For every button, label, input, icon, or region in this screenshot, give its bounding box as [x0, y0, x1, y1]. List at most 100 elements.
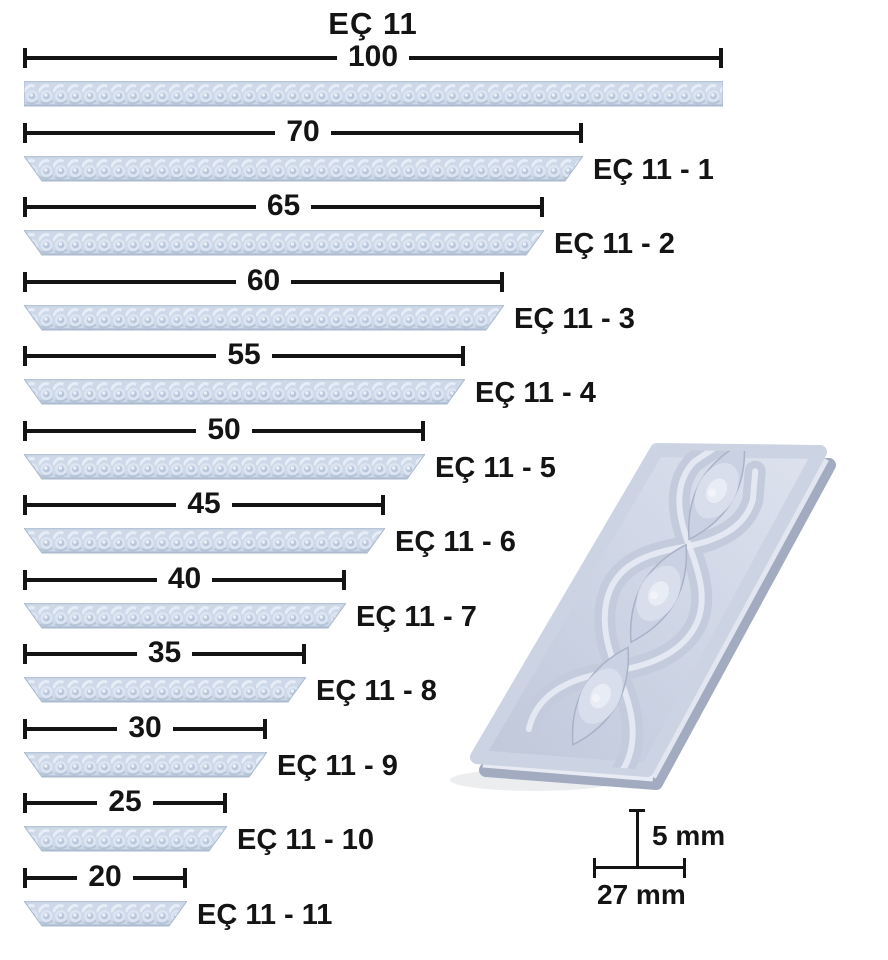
dimension-line-segment — [27, 205, 256, 209]
eye-motif — [687, 450, 746, 541]
dimension-tick-right — [421, 421, 425, 441]
dimension-tick-left — [23, 868, 27, 888]
dimension-tick-left — [23, 272, 27, 292]
dimension-tick-left — [23, 197, 27, 217]
molding-strip — [24, 677, 306, 703]
dimension-line-segment — [172, 727, 263, 731]
dimension-value: 35 — [147, 636, 182, 669]
product-code-label: EÇ 11 - 3 — [514, 303, 635, 335]
dimension-line-segment — [27, 801, 98, 805]
dimension-line: 50 — [23, 413, 425, 446]
dimension-tick-right — [263, 719, 267, 739]
dimension-tick-left — [23, 644, 27, 664]
dimension-value: 30 — [128, 711, 162, 744]
dimension-line-segment — [212, 578, 342, 582]
dimension-line-segment — [27, 56, 337, 60]
dimension-line: 100 — [23, 40, 723, 73]
product-code-label: EÇ 11 - 8 — [316, 675, 437, 707]
molding-strip — [24, 454, 425, 480]
dimension-tick-left — [23, 719, 27, 739]
molding-strip-shape — [24, 826, 227, 852]
dimension-line: 45 — [23, 487, 385, 520]
dimension-tick-left — [23, 346, 27, 366]
dimension-line-segment — [27, 429, 197, 433]
dimension-line: 65 — [23, 189, 544, 222]
dimension-line: 55 — [23, 338, 465, 371]
dimension-line-segment — [330, 131, 579, 135]
dimension-line: 35 — [23, 636, 306, 669]
molding-strip — [24, 379, 465, 405]
molding-strip — [24, 901, 187, 927]
width-dimension-line — [593, 866, 686, 869]
dimension-value: 100 — [347, 40, 399, 73]
dimension-line-segment — [311, 205, 540, 209]
dimension-tick-right — [500, 272, 504, 292]
dimension-tick-right — [183, 868, 187, 888]
dimension-line-segment — [27, 503, 177, 507]
dimension-line-segment — [27, 652, 137, 656]
dimension-line-segment — [27, 280, 236, 284]
molding-strip — [24, 528, 385, 554]
dimension-line-segment — [27, 354, 217, 358]
height-dimension-label: 5 mm — [652, 820, 726, 851]
dimension-line-segment — [132, 876, 183, 880]
dimension-line-segment — [409, 56, 719, 60]
dimension-line: 30 — [23, 711, 267, 744]
dimension-value: 70 — [286, 115, 320, 148]
molding-strip-shape — [24, 305, 504, 331]
product-code-label: EÇ 11 - 9 — [277, 750, 398, 782]
molding-strip-shape — [24, 81, 723, 107]
dimension-tick-left — [23, 48, 27, 68]
dimension-value: 65 — [266, 189, 301, 222]
dimension-tick-right — [461, 346, 465, 366]
molding-strip-shape — [24, 156, 583, 182]
product-code-label: EÇ 11 - 2 — [554, 228, 675, 260]
dimension-tick-left — [23, 793, 27, 813]
product-relief-pattern — [518, 450, 766, 770]
dimension-tick-left — [23, 123, 27, 143]
dimension-value: 25 — [108, 785, 142, 818]
molding-strip — [24, 230, 544, 256]
dimension-tick-right — [223, 793, 227, 813]
dimension-tick-right — [540, 197, 544, 217]
molding-strip — [24, 752, 267, 778]
dimension-value: 20 — [88, 860, 122, 893]
dimension-tick-left — [23, 570, 27, 590]
dimension-line-segment — [27, 131, 276, 135]
dimension-value: 55 — [227, 338, 261, 371]
dimension-line: 60 — [23, 264, 504, 297]
dimension-tick-right — [342, 570, 346, 590]
dimension-line: 25 — [23, 785, 227, 818]
dimension-value: 50 — [207, 413, 241, 446]
dimension-tick-left — [23, 495, 27, 515]
dimension-line: 40 — [23, 562, 346, 595]
width-dimension-label: 27 mm — [597, 879, 686, 910]
dimension-line-segment — [27, 727, 118, 731]
product-code-label: EÇ 11 - 7 — [356, 601, 477, 633]
product-code-label: EÇ 11 - 11 — [197, 899, 333, 931]
product-photo — [450, 443, 836, 791]
page-title: EÇ 11 — [328, 6, 418, 41]
product-code-label: EÇ 11 - 1 — [593, 154, 714, 186]
dimension-line-segment — [152, 801, 223, 805]
dimension-value: 60 — [246, 264, 281, 297]
dimension-tick-right — [381, 495, 385, 515]
dimension-line-segment — [271, 354, 461, 358]
molding-strip-shape — [24, 901, 187, 927]
dimension-tick-right — [719, 48, 723, 68]
dimension-line-segment — [231, 503, 381, 507]
dimension-tick-right — [302, 644, 306, 664]
dimension-value: 40 — [167, 562, 202, 595]
molding-strip-shape — [24, 379, 465, 405]
molding-strip-shape — [24, 230, 544, 256]
height-dimension-line — [636, 809, 639, 869]
molding-strip — [24, 156, 583, 182]
dimension-tick-right — [579, 123, 583, 143]
dimension-value: 45 — [187, 487, 221, 520]
molding-strip-shape — [24, 677, 306, 703]
product-code-label: EÇ 11 - 4 — [475, 377, 596, 409]
molding-strip-shape — [24, 528, 385, 554]
dimension-line-segment — [291, 280, 500, 284]
product-code-label: EÇ 11 - 5 — [435, 452, 556, 484]
